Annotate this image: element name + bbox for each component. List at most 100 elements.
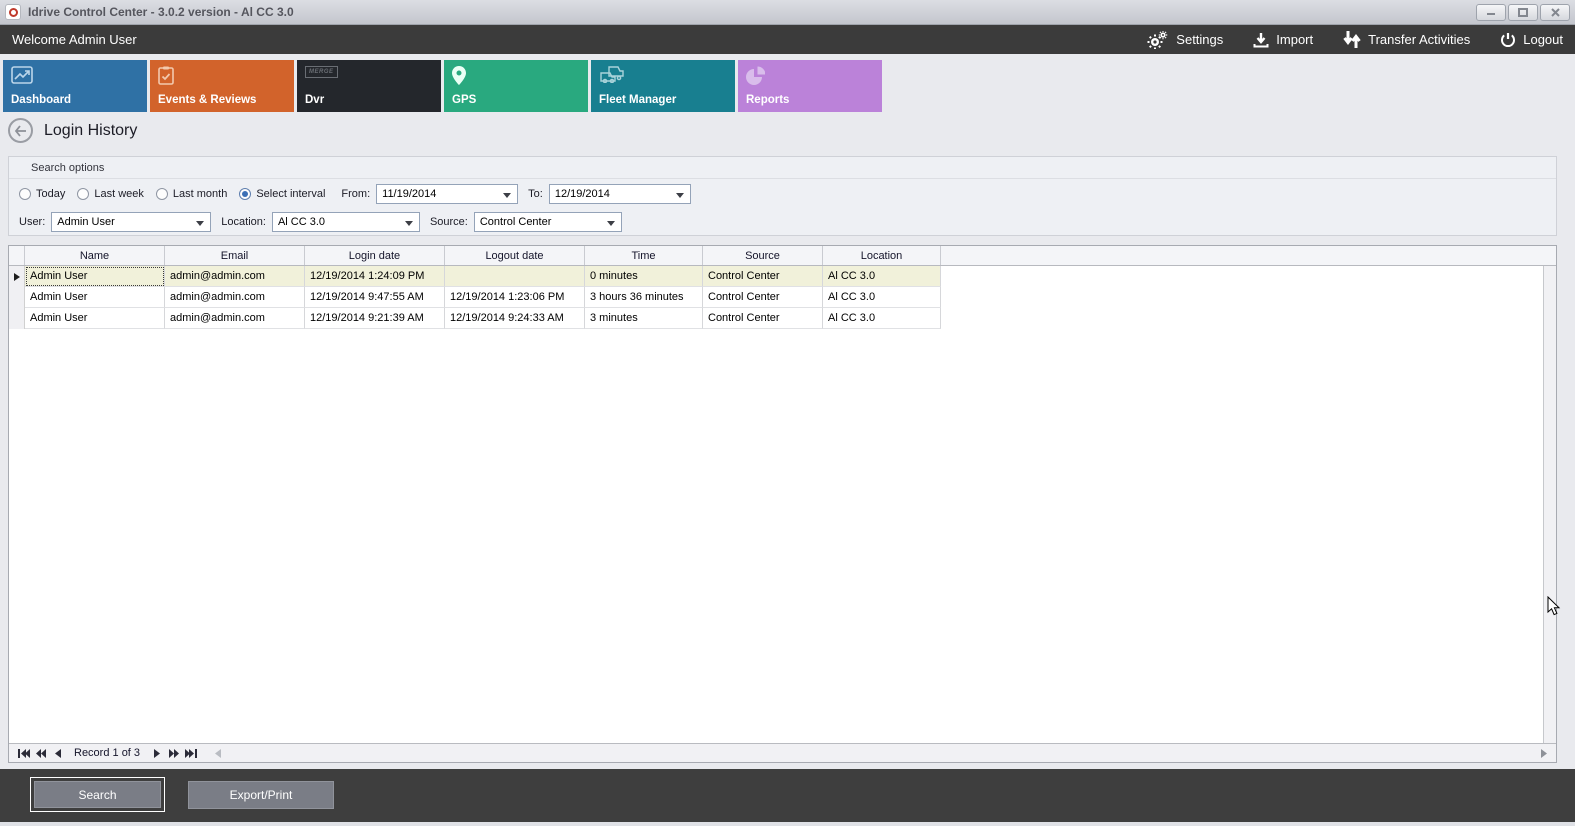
- radio-last-week[interactable]: Last week: [77, 188, 144, 200]
- maximize-icon: [1518, 7, 1528, 17]
- scroll-right-button[interactable]: [1535, 746, 1552, 761]
- user-value: Admin User: [57, 216, 115, 228]
- column-header-time[interactable]: Time: [585, 246, 703, 265]
- tile-dashboard-label: Dashboard: [11, 94, 72, 106]
- table-row[interactable]: Admin User admin@admin.com 12/19/2014 9:…: [9, 287, 1556, 308]
- cell-login-date[interactable]: 12/19/2014 9:47:55 AM: [305, 287, 445, 308]
- search-button[interactable]: Search: [34, 781, 161, 808]
- cell-name[interactable]: Admin User: [25, 287, 165, 308]
- vehicles-icon: [600, 66, 624, 83]
- back-button[interactable]: [8, 118, 33, 143]
- radio-today[interactable]: Today: [19, 188, 65, 200]
- cell-logout-date[interactable]: 12/19/2014 9:24:33 AM: [445, 308, 585, 329]
- first-record-icon: [17, 748, 30, 758]
- transfer-activities-label: Transfer Activities: [1368, 32, 1471, 47]
- tile-gps[interactable]: GPS: [444, 60, 588, 112]
- title-bar: Idrive Control Center - 3.0.2 version - …: [0, 0, 1575, 25]
- column-header-name[interactable]: Name: [25, 246, 165, 265]
- cell-name[interactable]: Admin User: [25, 266, 165, 287]
- next-page-button[interactable]: [165, 746, 182, 761]
- column-header-login-date[interactable]: Login date: [305, 246, 445, 265]
- logout-label: Logout: [1523, 32, 1563, 47]
- import-button[interactable]: Import: [1253, 32, 1313, 48]
- cell-location[interactable]: Al CC 3.0: [823, 308, 941, 329]
- transfer-activities-button[interactable]: Transfer Activities: [1343, 31, 1470, 48]
- search-row-filters: User: Admin User Location: Al CC 3.0 Sou…: [9, 209, 1556, 235]
- logout-button[interactable]: Logout: [1500, 32, 1563, 48]
- cell-login-date[interactable]: 12/19/2014 1:24:09 PM: [305, 266, 445, 287]
- cell-email[interactable]: admin@admin.com: [165, 308, 305, 329]
- tile-events-reviews[interactable]: Events & Reviews: [150, 60, 294, 112]
- search-button-focus-ring: Search: [30, 777, 165, 812]
- back-arrow-icon: [14, 124, 26, 137]
- radio-today-label: Today: [36, 188, 66, 200]
- radio-last-week-label: Last week: [94, 188, 144, 200]
- from-label: From:: [341, 188, 371, 200]
- last-record-button[interactable]: [182, 746, 199, 761]
- cell-source[interactable]: Control Center: [703, 287, 823, 308]
- location-combobox[interactable]: Al CC 3.0: [271, 212, 420, 232]
- cell-source[interactable]: Control Center: [703, 266, 823, 287]
- cell-source[interactable]: Control Center: [703, 308, 823, 329]
- table-row[interactable]: Admin User admin@admin.com 12/19/2014 9:…: [9, 308, 1556, 329]
- close-button[interactable]: [1540, 3, 1570, 21]
- cell-time[interactable]: 0 minutes: [585, 266, 703, 287]
- first-record-button[interactable]: [15, 746, 32, 761]
- tile-reports[interactable]: Reports: [738, 60, 882, 112]
- previous-record-button[interactable]: [49, 746, 66, 761]
- source-combobox[interactable]: Control Center: [473, 212, 622, 232]
- minimize-icon: [1487, 13, 1495, 15]
- user-label: User:: [19, 216, 46, 228]
- row-indicator: [9, 266, 25, 287]
- tile-reports-label: Reports: [746, 94, 790, 106]
- cell-name[interactable]: Admin User: [25, 308, 165, 329]
- cell-logout-date[interactable]: 12/19/2014 1:23:06 PM: [445, 287, 585, 308]
- tile-dashboard[interactable]: Dashboard: [3, 60, 147, 112]
- to-date-combobox[interactable]: 12/19/2014: [548, 184, 691, 204]
- cell-time[interactable]: 3 hours 36 minutes: [585, 287, 703, 308]
- power-icon: [1501, 32, 1516, 47]
- previous-page-button[interactable]: [32, 746, 49, 761]
- cell-logout-date[interactable]: [445, 266, 585, 287]
- cell-location[interactable]: Al CC 3.0: [823, 266, 941, 287]
- record-navigator: Record 1 of 3: [9, 743, 1556, 762]
- chevron-down-icon: [606, 221, 615, 226]
- chevron-down-icon: [404, 221, 413, 226]
- column-header-email[interactable]: Email: [165, 246, 305, 265]
- scroll-left-icon: [214, 748, 221, 758]
- tile-fleet-manager[interactable]: Fleet Manager: [591, 60, 735, 112]
- cell-email[interactable]: admin@admin.com: [165, 266, 305, 287]
- user-combobox[interactable]: Admin User: [51, 212, 212, 232]
- next-record-button[interactable]: [148, 746, 165, 761]
- radio-select-interval[interactable]: Select interval: [239, 188, 325, 200]
- login-history-grid: Name Email Login date Logout date Time S…: [8, 245, 1557, 763]
- from-date-combobox[interactable]: 11/19/2014: [376, 184, 519, 204]
- column-header-logout-date[interactable]: Logout date: [445, 246, 585, 265]
- maximize-button[interactable]: [1508, 3, 1538, 21]
- radio-last-month[interactable]: Last month: [155, 188, 227, 200]
- row-indicator: [9, 308, 25, 329]
- export-print-button[interactable]: Export/Print: [188, 781, 334, 809]
- vertical-scrollbar[interactable]: [1543, 266, 1556, 743]
- radio-select-interval-label: Select interval: [256, 188, 326, 200]
- cell-time[interactable]: 3 minutes: [585, 308, 703, 329]
- cell-email[interactable]: admin@admin.com: [165, 287, 305, 308]
- map-pin-icon: [452, 66, 466, 85]
- scroll-left-button[interactable]: [209, 746, 226, 761]
- column-header-source[interactable]: Source: [703, 246, 823, 265]
- next-record-icon: [153, 748, 160, 758]
- table-row[interactable]: Admin User admin@admin.com 12/19/2014 1:…: [9, 266, 1556, 287]
- bottom-edge-strip: [0, 822, 1575, 826]
- minimize-button[interactable]: [1476, 3, 1506, 21]
- cell-location[interactable]: Al CC 3.0: [823, 287, 941, 308]
- column-header-location[interactable]: Location: [823, 246, 941, 265]
- row-indicator: [9, 287, 25, 308]
- page-header: Login History: [8, 118, 137, 143]
- tile-dvr[interactable]: MERGE Dvr: [297, 60, 441, 112]
- app-logo-icon: [5, 4, 21, 20]
- import-label: Import: [1276, 32, 1314, 47]
- search-options-title: Search options: [9, 157, 1556, 179]
- cell-login-date[interactable]: 12/19/2014 9:21:39 AM: [305, 308, 445, 329]
- import-icon: [1253, 32, 1269, 47]
- settings-button[interactable]: Settings: [1147, 30, 1223, 49]
